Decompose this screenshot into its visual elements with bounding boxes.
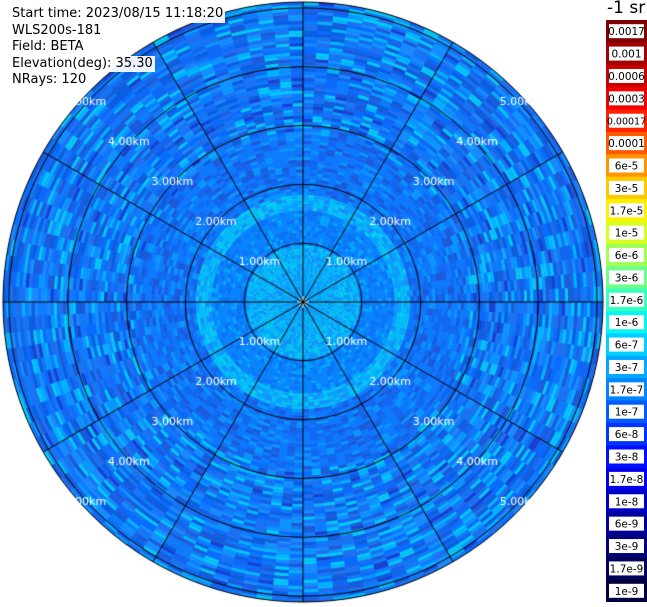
colorbar-label-bg xyxy=(609,203,644,218)
colorbar-label-bg xyxy=(609,516,644,531)
colorbar-label: 6e-7 xyxy=(615,340,639,352)
colorbar-label-bg xyxy=(609,471,644,486)
colorbar-label: 0.00017 xyxy=(607,117,646,128)
colorbar-label: 3e-7 xyxy=(615,362,639,374)
instrument-text: WLS200s-181 xyxy=(12,22,104,39)
colorbar-label-bg xyxy=(609,91,644,106)
colorbar-label: 0.0003 xyxy=(608,93,645,105)
colorbar-label-bg xyxy=(609,46,644,61)
colorbar-label-bg xyxy=(609,539,644,554)
colorbar-label: 1e-9 xyxy=(615,586,639,598)
colorbar: 0.0017 0.001 0.0006 0.0003 0.00017 0.0001 6e-5… xyxy=(606,20,647,602)
info-panel: Start time: 2023/08/15 11:18:20 WLS200s-… xyxy=(12,6,226,89)
colorbar-label-bg xyxy=(609,292,644,307)
colorbar-label-bg xyxy=(609,583,644,598)
elevation-text: Elevation(deg): 35.30 xyxy=(12,55,155,72)
colorbar-label-bg xyxy=(609,158,644,173)
colorbar-label: 1e-6 xyxy=(615,317,639,329)
colorbar-label-bg xyxy=(609,270,644,285)
colorbar-label: 0.0001 xyxy=(608,138,645,150)
colorbar-label-bg xyxy=(609,382,644,397)
colorbar-label-bg xyxy=(609,68,644,83)
colorbar-label-bg xyxy=(609,494,644,509)
colorbar-label: 1.7e-9 xyxy=(610,563,644,575)
nrays-text: NRays: 120 xyxy=(12,72,89,89)
colorbar-label-bg xyxy=(609,404,644,419)
colorbar-label: 1.7e-5 xyxy=(610,205,644,217)
start-time-text: Start time: 2023/08/15 11:18:20 xyxy=(12,6,226,23)
field-text: Field: BETA xyxy=(12,39,86,56)
colorbar-label-bg xyxy=(609,180,644,195)
colorbar-label: 3e-5 xyxy=(615,183,639,195)
colorbar-label: 3e-6 xyxy=(615,272,639,284)
colorbar-title: -1 sr xyxy=(607,0,646,18)
colorbar-label-bg xyxy=(609,449,644,464)
colorbar-label: 1e-8 xyxy=(615,496,639,508)
colorbar-label: 1e-7 xyxy=(615,407,639,419)
colorbar-label: 1e-5 xyxy=(615,228,639,240)
colorbar-label-bg xyxy=(609,248,644,263)
colorbar-label-bg xyxy=(609,113,644,128)
colorbar-label-bg xyxy=(609,337,644,352)
colorbar-label: 6e-5 xyxy=(615,161,639,173)
colorbar-label: 0.0017 xyxy=(608,26,645,38)
colorbar-label: 3e-8 xyxy=(615,452,639,464)
colorbar-label: 1.7e-6 xyxy=(610,295,644,307)
colorbar-label: 6e-8 xyxy=(615,429,639,441)
colorbar-label: 3e-9 xyxy=(615,541,639,553)
colorbar-label-bg xyxy=(609,136,644,151)
colorbar-label: 0.001 xyxy=(611,49,641,61)
colorbar-label-bg xyxy=(609,315,644,330)
colorbar-label: 1.7e-8 xyxy=(610,474,644,486)
colorbar-label-bg xyxy=(609,225,644,240)
colorbar-label-bg xyxy=(609,359,644,374)
colorbar-label: 0.0006 xyxy=(608,71,645,83)
ppi-plot xyxy=(0,0,607,607)
colorbar-label-bg xyxy=(609,24,644,39)
colorbar-label: 6e-6 xyxy=(615,250,639,262)
colorbar-label: 1.7e-7 xyxy=(610,384,644,396)
colorbar-label: 6e-9 xyxy=(615,519,639,531)
colorbar-label-bg xyxy=(609,427,644,442)
colorbar-label-bg xyxy=(609,561,644,576)
